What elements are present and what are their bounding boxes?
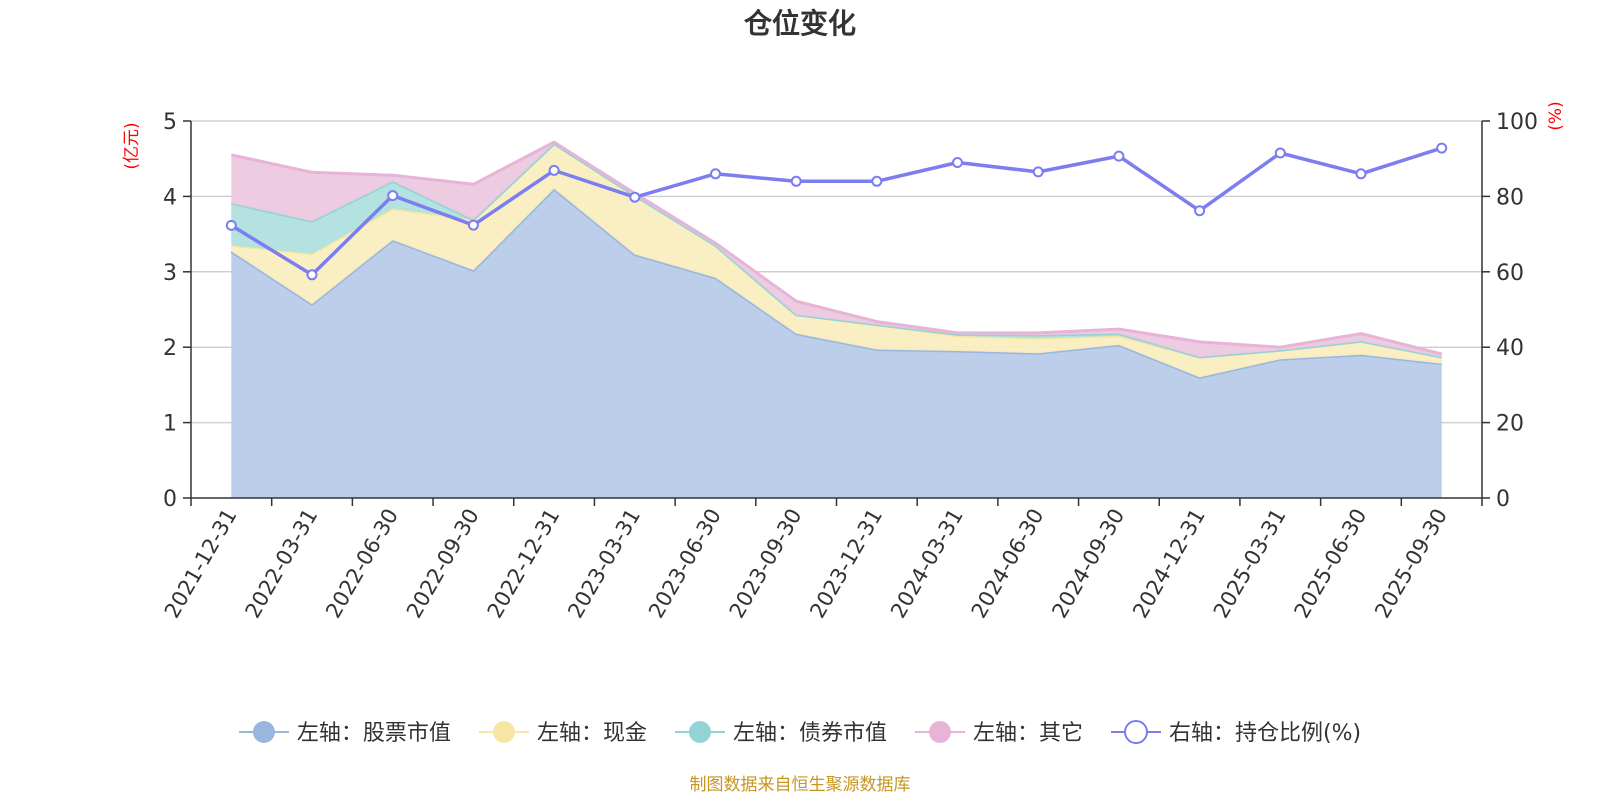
x-tick-label-5: 2023-03-31 xyxy=(563,505,645,623)
x-tick-label-14: 2025-06-30 xyxy=(1290,505,1372,623)
right-tick-label-1: 20 xyxy=(1496,412,1524,437)
right-tick-label-4: 80 xyxy=(1496,185,1524,210)
right-tick-label-3: 60 xyxy=(1496,261,1524,286)
left-tick-label-3: 3 xyxy=(163,261,177,286)
x-tick-label-2: 2022-06-30 xyxy=(321,505,403,623)
ratio-line-path xyxy=(230,146,1443,277)
data-source-note: 制图数据来自恒生聚源数据库 xyxy=(690,775,911,795)
x-tick-label-1: 2022-03-31 xyxy=(241,505,323,623)
ratio-point-9 xyxy=(952,157,963,168)
ratio-point-5 xyxy=(629,191,641,203)
legend-label: 左轴：股票市值 xyxy=(297,721,451,746)
legend-marker xyxy=(252,721,275,743)
ratio-point-6 xyxy=(710,168,721,180)
x-tick-label-9: 2024-03-31 xyxy=(886,505,968,623)
ratio-point-2 xyxy=(387,190,399,202)
left-tick-label-5: 5 xyxy=(163,110,177,135)
legend-item-1[interactable]: 左轴：现金 xyxy=(478,721,647,746)
x-tick-label-7: 2023-09-30 xyxy=(725,505,807,623)
holding-ratio-series xyxy=(225,142,1448,281)
legend-label: 左轴：其它 xyxy=(973,721,1083,746)
ratio-point-3 xyxy=(467,219,479,231)
stacked-areas xyxy=(230,140,1443,498)
ratio-point-12 xyxy=(1194,205,1206,217)
x-tick-label-15: 2025-09-30 xyxy=(1370,505,1452,623)
legend-item-0[interactable]: 左轴：股票市值 xyxy=(238,721,451,746)
ratio-point-0 xyxy=(225,219,237,231)
ratio-point-14 xyxy=(1355,168,1367,180)
legend-label: 左轴：现金 xyxy=(537,721,647,746)
x-tick-label-12: 2024-12-31 xyxy=(1128,505,1210,623)
x-tick-label-8: 2023-12-31 xyxy=(805,505,887,623)
legend-marker xyxy=(1123,720,1148,744)
legend-item-4[interactable]: 右轴：持仓比例(%) xyxy=(1110,720,1361,746)
x-tick-label-11: 2024-09-30 xyxy=(1047,505,1129,623)
legend-marker xyxy=(688,721,711,743)
left-tick-label-2: 2 xyxy=(163,336,177,361)
ratio-point-7 xyxy=(790,175,802,187)
legend-label: 右轴：持仓比例(%) xyxy=(1169,721,1361,746)
right-tick-label-2: 40 xyxy=(1496,336,1524,361)
ratio-point-10 xyxy=(1032,166,1044,178)
area-edge-series-3 xyxy=(230,140,1443,356)
ratio-point-15 xyxy=(1436,142,1448,154)
legend-item-3[interactable]: 左轴：其它 xyxy=(914,721,1083,746)
x-tick-label-3: 2022-09-30 xyxy=(402,505,484,623)
right-axis-unit: (%) xyxy=(1546,101,1566,130)
left-tick-label-0: 0 xyxy=(163,487,177,512)
legend-item-2[interactable]: 左轴：债券市值 xyxy=(674,721,887,746)
x-tick-label-6: 2023-06-30 xyxy=(644,505,726,623)
x-tick-label-4: 2022-12-31 xyxy=(483,505,565,623)
area-series-1 xyxy=(231,143,1442,378)
ratio-point-8 xyxy=(871,175,883,187)
x-tick-label-0: 2021-12-31 xyxy=(160,505,242,623)
ratio-point-13 xyxy=(1274,147,1286,159)
left-tick-label-4: 4 xyxy=(163,185,177,210)
ratio-point-1 xyxy=(306,269,318,281)
left-axis-unit: (亿元) xyxy=(122,122,142,169)
area-series-3 xyxy=(231,142,1442,357)
x-tick-label-13: 2025-03-31 xyxy=(1209,505,1291,623)
legend-marker xyxy=(928,721,951,743)
legend: 左轴：股票市值 左轴：现金 左轴：债券市值 左轴：其它 右轴：持仓比例(%) xyxy=(238,720,1361,746)
ratio-point-4 xyxy=(548,164,560,176)
legend-marker xyxy=(492,721,515,743)
left-tick-label-1: 1 xyxy=(163,412,177,437)
x-tick-label-10: 2024-06-30 xyxy=(967,505,1049,623)
right-tick-label-0: 0 xyxy=(1496,487,1510,512)
area-series-0 xyxy=(231,188,1442,498)
ratio-point-11 xyxy=(1113,150,1125,162)
legend-label: 左轴：债券市值 xyxy=(733,721,887,746)
chart-title: 仓位变化 xyxy=(744,7,856,40)
right-tick-label-5: 100 xyxy=(1496,110,1538,135)
